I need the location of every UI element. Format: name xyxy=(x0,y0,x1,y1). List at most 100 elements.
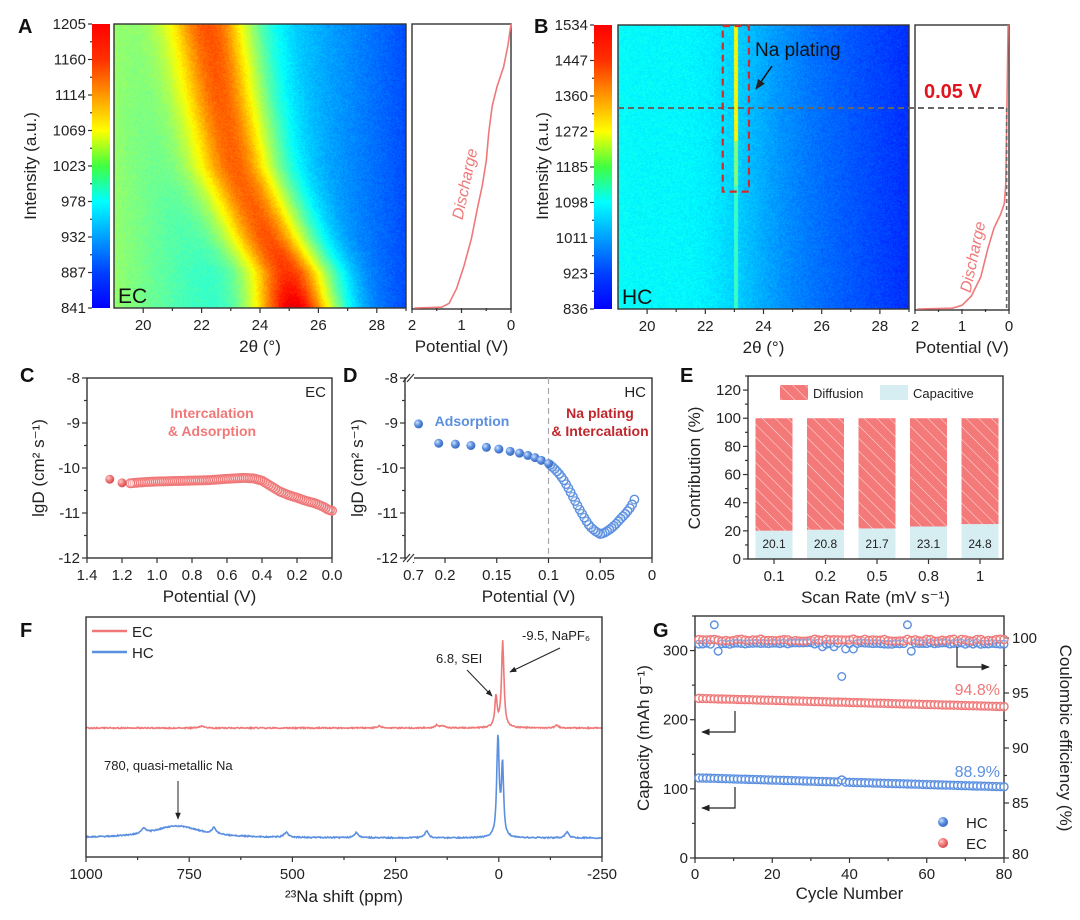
axis-break-mark xyxy=(402,373,411,383)
cutoff-label: 0.05 V xyxy=(924,81,982,103)
bar-value-label: 21.7 xyxy=(865,537,889,551)
arrow-to-left-axis-hc xyxy=(701,787,736,812)
x-tick-label: 0.6 xyxy=(217,567,238,584)
x-tick-label: 0 xyxy=(1005,318,1013,335)
panel-label: B xyxy=(534,16,548,38)
data-point xyxy=(125,478,136,489)
x-axis-label: Cycle Number xyxy=(796,884,904,903)
bar-value-label: 24.8 xyxy=(968,537,992,551)
x-axis-label: Potential (V) xyxy=(415,337,509,356)
y-tick-label: -9 xyxy=(385,415,398,432)
y-tick-label: 1069 xyxy=(53,123,86,140)
x-tick-label: 0.2 xyxy=(435,567,456,584)
y-tick-label: -11 xyxy=(59,505,80,522)
region-label-plating: Na plating xyxy=(566,405,634,421)
bar-value-label: 20.8 xyxy=(814,537,838,551)
legend-marker-hc xyxy=(938,817,948,827)
y-axis-label: Intensity (a.u.) xyxy=(533,112,552,220)
data-point xyxy=(481,442,491,452)
x-tick-label: 0.7 xyxy=(403,567,424,584)
x-tick-label: 2 xyxy=(408,317,416,334)
axis-break-mark xyxy=(406,553,415,563)
x-tick-label: 28 xyxy=(368,317,385,334)
y-tick-label-right: 80 xyxy=(1012,846,1029,863)
colorbar xyxy=(594,25,612,309)
y-tick-label: 80 xyxy=(724,438,741,455)
y-tick-label: 1534 xyxy=(555,17,588,34)
y-tick-label: -8 xyxy=(67,370,80,387)
y-axis-label: Contribution (%) xyxy=(685,407,704,530)
ce-point-ec xyxy=(999,634,1009,645)
y-tick-label: 841 xyxy=(61,300,86,317)
legend-label-diffusion: Diffusion xyxy=(813,386,863,401)
x-tick-label: 0 xyxy=(691,866,699,883)
legend-label-ec: EC xyxy=(132,624,153,641)
x-tick-label: 20 xyxy=(639,318,656,335)
x-tick-label: 1.4 xyxy=(77,567,98,584)
y-tick-label: 923 xyxy=(563,266,588,283)
x-tick-label: 24 xyxy=(755,318,772,335)
y-tick-label: 1114 xyxy=(55,87,86,104)
legend-swatch-diffusion xyxy=(780,385,808,400)
legend-marker-ec xyxy=(938,838,948,848)
y-tick-label: -10 xyxy=(376,460,398,477)
x-tick-label: 80 xyxy=(996,866,1013,883)
x-tick-label: 0.0 xyxy=(322,567,343,584)
x-tick-label: 1 xyxy=(958,318,966,335)
y-axis-label: Intensity (a.u.) xyxy=(21,112,40,220)
retention-label-ec: 94.8% xyxy=(955,682,1000,699)
y-tick-label-left: 0 xyxy=(680,850,688,867)
y-tick-label: 978 xyxy=(61,194,86,211)
x-tick-label: 0.1 xyxy=(538,567,559,584)
y-tick-label: -12 xyxy=(376,550,398,567)
bar-value-label: 20.1 xyxy=(762,537,786,551)
annotation-napf6: -9.5, NaPF₆ xyxy=(522,628,590,643)
data-point xyxy=(505,446,515,456)
data-point xyxy=(544,459,553,468)
bar-capacitive xyxy=(858,528,896,559)
arrow-napf6 xyxy=(509,647,561,673)
x-axis-label: 2θ (°) xyxy=(239,337,281,356)
x-tick-label: 2 xyxy=(911,318,919,335)
x-tick-label: 250 xyxy=(383,866,408,883)
heatmap-image xyxy=(114,24,406,308)
region-label-intercalation: & Intercalation xyxy=(551,423,648,439)
annotation-line-2: & Adsorption xyxy=(168,423,256,439)
arrow-sei xyxy=(466,669,493,697)
x-tick-label: 1000 xyxy=(69,866,102,883)
bar-diffusion xyxy=(910,418,947,527)
x-tick-label: 0.2 xyxy=(287,567,308,584)
y-tick-label-right: 90 xyxy=(1012,740,1029,757)
axis-break-mark xyxy=(402,553,411,563)
y-tick-label: 20 xyxy=(724,523,741,540)
bar-diffusion xyxy=(858,418,896,529)
legend-label-ec: EC xyxy=(966,836,987,853)
x-tick-label: -250 xyxy=(587,866,617,883)
x-tick-label: 26 xyxy=(310,317,327,334)
sample-label: HC xyxy=(622,286,652,309)
y-tick-label-left: 300 xyxy=(663,643,688,660)
y-tick-label: 1011 xyxy=(556,230,588,247)
discharge-label: Discharge xyxy=(958,220,990,294)
y-tick-label-left: 100 xyxy=(663,781,688,798)
heatmap-image xyxy=(618,25,909,309)
y-tick-label: -12 xyxy=(58,550,80,567)
panel-label: A xyxy=(18,16,32,38)
x-tick-label: 24 xyxy=(252,317,269,334)
y-tick-label: 1205 xyxy=(53,16,86,33)
x-axis-label: 2θ (°) xyxy=(743,338,785,357)
legend-swatch-capacitive xyxy=(880,385,908,400)
na-plating-arrow xyxy=(755,65,773,90)
bar-capacitive xyxy=(807,529,844,559)
y-tick-label: 836 xyxy=(563,301,588,318)
x-axis-label: Potential (V) xyxy=(915,338,1009,357)
x-tick-label: 750 xyxy=(177,866,202,883)
x-tick-label: 0.8 xyxy=(182,567,203,584)
data-point xyxy=(494,444,504,454)
region-label-adsorption: Adsorption xyxy=(435,413,510,429)
panel-label: D xyxy=(343,365,357,387)
y-tick-label: 60 xyxy=(724,467,741,484)
legend-label-hc: HC xyxy=(966,815,988,832)
y-tick-label: -8 xyxy=(385,370,398,387)
x-tick-label: 1 xyxy=(457,317,465,334)
